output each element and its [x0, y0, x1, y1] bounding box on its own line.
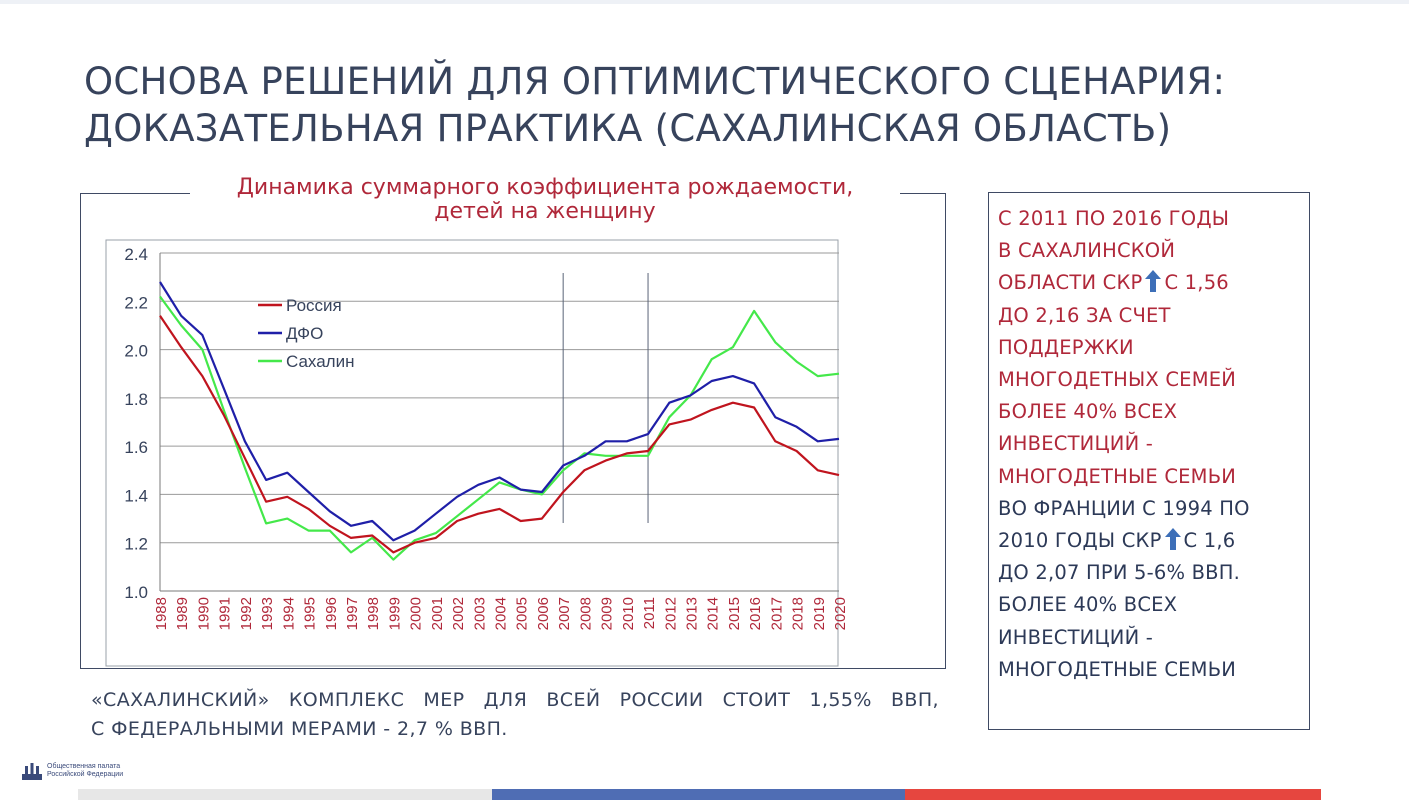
x-tick-label: 2015 [726, 597, 743, 630]
series-line-dfo [159, 281, 840, 542]
chart-title: Динамика суммарного коэффициента рождаем… [190, 176, 900, 224]
bottom-note-word: РОССИИ [619, 689, 704, 711]
series-line-sakhalin [159, 295, 840, 561]
info-line: ОБЛАСТИ СКР С 1,56 [998, 270, 1229, 295]
x-tick-label: 2000 [408, 597, 425, 630]
x-tick-label: 1989 [174, 597, 191, 630]
info-line: ИНВЕСТИЦИЙ - [998, 625, 1154, 649]
x-tick-label: 1988 [153, 597, 170, 630]
info-line: С 2011 ПО 2016 ГОДЫ [998, 207, 1230, 230]
bottom-note-line-1: «САХАЛИНСКИЙ» КОМПЛЕКС МЕР ДЛЯ ВСЕЙ РОССИИ СТО… [91, 686, 939, 715]
bottom-note-word: МЕР [423, 689, 465, 711]
bottom-note-word: СТОИТ [722, 689, 791, 711]
x-tick-label: 2005 [514, 597, 531, 630]
up-arrow-icon [1164, 528, 1181, 551]
x-tick-label: 1990 [195, 597, 212, 630]
x-tick-label: 2016 [747, 597, 764, 630]
x-tick-label: 2017 [768, 597, 785, 630]
y-tick-label: 1.0 [124, 583, 148, 602]
info-line: ИНВЕСТИЦИЙ - [998, 432, 1154, 456]
x-tick-label: 2001 [429, 597, 446, 630]
bottom-note-word: КОМПЛЕКС [288, 689, 405, 711]
info-line: ВО ФРАНЦИИ С 1994 ПО [998, 496, 1250, 520]
legend-label: Сахалин [286, 352, 355, 371]
y-tick-label: 1.6 [124, 438, 148, 457]
x-tick-label: 1994 [280, 597, 297, 630]
legend-label: ДФО [286, 324, 323, 343]
info-line: БОЛЕЕ 40% ВСЕХ [998, 400, 1178, 424]
x-tick-label: 2003 [471, 597, 488, 630]
info-line: 2010 ГОДЫ СКР С 1,6 [998, 528, 1236, 553]
x-tick-label: 2013 [683, 597, 700, 630]
bottom-note-word: «САХАЛИНСКИЙ» [91, 689, 270, 711]
x-tick-label: 2009 [599, 597, 616, 630]
y-tick-label: 2.4 [124, 245, 148, 264]
info-line: БОЛЕЕ 40% ВСЕХ [998, 593, 1178, 617]
bottom-note-word: 1,55% [809, 689, 872, 711]
x-tick-label: 2008 [577, 597, 594, 630]
bottom-note: «САХАЛИНСКИЙ» КОМПЛЕКС МЕР ДЛЯ ВСЕЙ РОССИИ СТО… [91, 686, 939, 744]
x-tick-label: 1996 [323, 597, 340, 630]
x-tick-label: 2006 [535, 597, 552, 630]
x-tick-label: 2007 [556, 597, 573, 630]
chart-subtitle: детей на женщину [434, 199, 656, 224]
info-line: МНОГОДЕТНЫЕ СЕМЬИ [998, 657, 1237, 681]
x-tick-label: 2011 [641, 597, 658, 629]
x-tick-label: 2014 [705, 597, 722, 630]
x-tick-label: 2018 [790, 597, 807, 630]
x-tick-label: 2004 [493, 597, 510, 630]
footer-stripe-red [905, 789, 1321, 800]
logo: Общественная палата Российской Федерации [20, 760, 123, 782]
info-line: В САХАЛИНСКОЙ [998, 239, 1176, 263]
legend-label: Россия [286, 296, 342, 315]
slide-title-line-2: ДОКАЗАТЕЛЬНАЯ ПРАКТИКА (САХАЛИНСКАЯ ОБЛА… [84, 107, 1172, 150]
x-tick-label: 2012 [662, 597, 679, 630]
logo-text-line-2: Российской Федерации [47, 771, 124, 778]
y-tick-label: 1.2 [124, 535, 148, 554]
bottom-note-word: ВВП, [890, 689, 939, 711]
y-tick-label: 1.4 [124, 486, 148, 505]
x-tick-label: 2020 [832, 597, 849, 630]
x-tick-label: 1995 [302, 597, 319, 630]
slide-title: ОСНОВА РЕШЕНИЙ ДЛЯ ОПТИМИСТИЧЕСКОГО СЦЕН… [84, 58, 1284, 152]
x-tick-label: 1991 [217, 597, 234, 630]
bottom-note-word: ДЛЯ [483, 689, 528, 711]
x-tick-label: 1992 [238, 597, 255, 630]
info-box: С 2011 ПО 2016 ГОДЫ В САХАЛИНСКОЙ ОБЛАСТ… [988, 192, 1310, 730]
info-line: ДО 2,07 ПРИ 5-6% ВВП. [998, 561, 1240, 585]
logo-text-line-1: Общественная палата [47, 763, 121, 770]
x-tick-label: 1997 [344, 597, 361, 630]
series-line-russia [159, 315, 840, 554]
x-tick-label: 2010 [620, 597, 637, 630]
logo-emblem-icon [22, 763, 42, 780]
x-tick-label: 2002 [450, 597, 467, 630]
x-tick-label: 1999 [386, 597, 403, 630]
chart-title-line-1: Динамика суммарного коэффициента рождаем… [230, 176, 860, 200]
y-tick-label: 2.2 [124, 293, 148, 312]
info-line: МНОГОДЕТНЫЕ СЕМЬИ [998, 464, 1237, 488]
y-tick-label: 2.0 [124, 342, 148, 361]
bottom-note-line-2: С ФЕДЕРАЛЬНЫМИ МЕРАМИ - 2,7 % ВВП. [91, 718, 508, 740]
up-arrow-icon [1145, 270, 1162, 293]
top-border [0, 0, 1409, 4]
x-tick-label: 2019 [811, 597, 828, 630]
x-tick-label: 1998 [365, 597, 382, 630]
y-tick-label: 1.8 [124, 390, 148, 409]
info-line: ПОДДЕРЖКИ [998, 335, 1134, 359]
info-line: МНОГОДЕТНЫХ СЕМЕЙ [998, 368, 1237, 392]
footer-stripe-gray [78, 789, 492, 800]
bottom-note-word: ВСЕЙ [546, 689, 601, 711]
plot-box [105, 239, 839, 667]
slide-title-line-1: ОСНОВА РЕШЕНИЙ ДЛЯ ОПТИМИСТИЧЕСКОГО СЦЕН… [84, 60, 1226, 103]
info-line: ДО 2,16 ЗА СЧЕТ [998, 303, 1171, 327]
x-tick-label: 1993 [259, 597, 276, 630]
footer-stripe-blue [492, 789, 905, 800]
